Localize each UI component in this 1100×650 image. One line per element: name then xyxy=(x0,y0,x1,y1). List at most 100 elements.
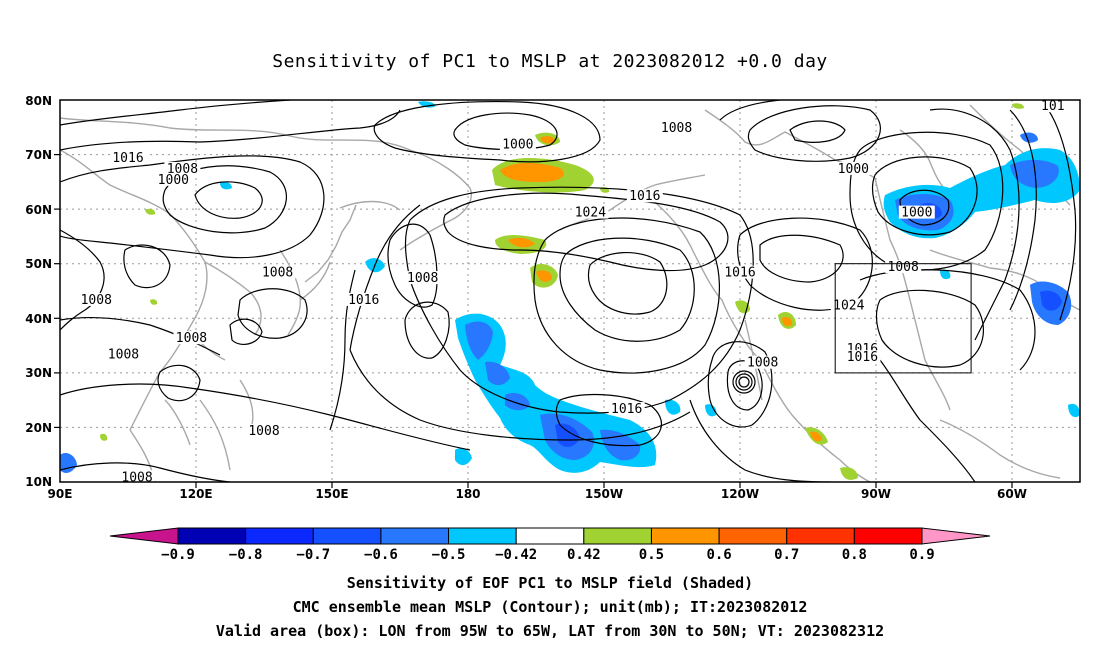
valid-area-box xyxy=(834,263,972,374)
contour-label-bg xyxy=(830,298,867,312)
contour-label: 1008 xyxy=(81,293,112,308)
contour-label: 101 xyxy=(1041,99,1064,114)
contour-label-bg xyxy=(608,402,645,416)
colorbar-swatch xyxy=(380,527,450,545)
contour-label: 1000 xyxy=(838,162,869,177)
contour-label: 1008 xyxy=(121,470,152,485)
figure-title: Sensitivity of PC1 to MSLP at 2023082012… xyxy=(272,51,828,72)
colorbar-swatch xyxy=(448,527,517,545)
lat-label: 80N xyxy=(25,94,52,108)
contour-label-bg xyxy=(404,271,441,285)
colorbar: −0.9 −0.8 −0.7 −0.6 −0.5 −0.42 0.42 0.5 0.6 0.7 0.… xyxy=(109,527,991,563)
coastlines xyxy=(60,104,1080,482)
sensitivity-shading xyxy=(60,101,1080,480)
map-panel: 1016 1008 1000 1000 1008 1016 1024 1000 1000 1008… xyxy=(25,94,1081,501)
colorbar-swatch xyxy=(177,527,247,545)
colorbar-label: 0.5 xyxy=(639,547,664,563)
colorbar-label: −0.5 xyxy=(432,547,466,563)
lat-label: 70N xyxy=(25,148,52,162)
lat-label: 10N xyxy=(25,475,52,489)
colorbar-swatch xyxy=(718,527,788,545)
contour-label-bg xyxy=(164,161,201,175)
contour-label: 1008 xyxy=(262,266,293,281)
colorbar-swatch xyxy=(583,527,652,545)
contour-label: 1008 xyxy=(176,331,207,346)
colorbar-swatch xyxy=(312,527,382,545)
contour-labels: 1016 1008 1000 1000 1008 1016 1024 1000 1000 1008… xyxy=(78,99,1067,485)
colorbar-swatch xyxy=(853,527,923,545)
contour-label: 1008 xyxy=(407,271,438,286)
mslp-isobars xyxy=(60,100,1077,482)
contour-label: 1008 xyxy=(108,347,139,362)
contour-label: 1008 xyxy=(248,424,279,439)
contour-label-bg xyxy=(572,205,609,219)
contour-label: 1016 xyxy=(112,151,143,166)
lon-label: 150W xyxy=(585,487,623,501)
contour-label: 1016 xyxy=(724,266,755,281)
colorbar-swatch xyxy=(650,527,720,545)
colorbar-label: 0.9 xyxy=(909,547,934,563)
contour-label-bg xyxy=(78,292,115,306)
lon-label: 90W xyxy=(861,487,891,501)
contour-label-bg xyxy=(658,121,695,135)
colorbar-label: −0.8 xyxy=(229,547,263,563)
contour-label-bg xyxy=(155,172,192,186)
contour-label: 1024 xyxy=(833,298,864,313)
contour-label-bg xyxy=(626,189,663,203)
colorbar-high-cap xyxy=(921,527,991,545)
graticule xyxy=(60,100,1080,482)
lon-label: 60W xyxy=(997,487,1027,501)
caption-line-2: CMC ensemble mean MSLP (Contour); unit(m… xyxy=(293,598,808,616)
contour-label: 1024 xyxy=(575,206,606,221)
contour-label-bg xyxy=(744,355,781,369)
contour-label-bg xyxy=(110,151,146,165)
lat-label: 60N xyxy=(25,203,52,217)
contour-label: 1008 xyxy=(747,356,778,371)
contour-label-bg xyxy=(1038,100,1067,113)
colorbar-swatch xyxy=(786,527,855,545)
lon-label: 180 xyxy=(455,487,480,501)
colorbar-label: 0.8 xyxy=(842,547,867,563)
contour-label: 1000 xyxy=(502,137,533,152)
lat-label: 50N xyxy=(25,257,52,271)
lat-label: 30N xyxy=(25,366,52,380)
colorbar-label: −0.6 xyxy=(364,547,398,563)
colorbar-swatch xyxy=(515,527,585,545)
caption-line-1: Sensitivity of EOF PC1 to MSLP field (Sh… xyxy=(347,574,753,592)
map-ticks xyxy=(54,154,1013,488)
caption-line-3: Valid area (box): LON from 95W to 65W, L… xyxy=(216,622,884,640)
contour-label: 1000 xyxy=(158,173,189,188)
colorbar-swatch xyxy=(245,527,314,545)
contour-label: 1016 xyxy=(611,402,642,417)
contour-label: 1008 xyxy=(661,121,692,136)
contour-label: 1008 xyxy=(888,260,919,275)
contour-label: 1016 xyxy=(629,189,660,204)
colorbar-label: −0.7 xyxy=(296,547,330,563)
lon-label: 120E xyxy=(179,487,212,501)
contour-label-bg xyxy=(499,137,536,151)
contour-label-bg xyxy=(246,423,282,437)
contour-label-bg xyxy=(173,331,210,345)
contour-label-bg xyxy=(259,265,296,279)
contour-label-bg xyxy=(105,347,142,361)
lat-label: 40N xyxy=(25,312,52,326)
colorbar-low-cap xyxy=(109,527,179,545)
lon-label: 120W xyxy=(721,487,759,501)
lat-label: 20N xyxy=(25,421,52,435)
latitude-labels: 80N 70N 60N 50N 40N 30N 20N 10N xyxy=(25,94,52,489)
contour-label-bg xyxy=(844,350,881,364)
contour-label: 1016 xyxy=(847,350,878,365)
contour-label-bg xyxy=(119,470,156,482)
longitude-labels: 90E 120E 150E 180 150W 120W 90W 60W xyxy=(48,487,1027,501)
colorbar-label: 0.6 xyxy=(706,547,731,563)
contour-label-bg xyxy=(898,205,935,219)
colorbar-label: 0.7 xyxy=(774,547,799,563)
map-frame xyxy=(59,99,1081,483)
contour-label-bg xyxy=(345,292,382,306)
lon-label: 150E xyxy=(315,487,348,501)
lon-label: 90E xyxy=(48,487,73,501)
colorbar-label: −0.9 xyxy=(161,547,195,563)
contour-label: 1000 xyxy=(901,206,932,221)
contour-label-bg xyxy=(722,265,758,279)
